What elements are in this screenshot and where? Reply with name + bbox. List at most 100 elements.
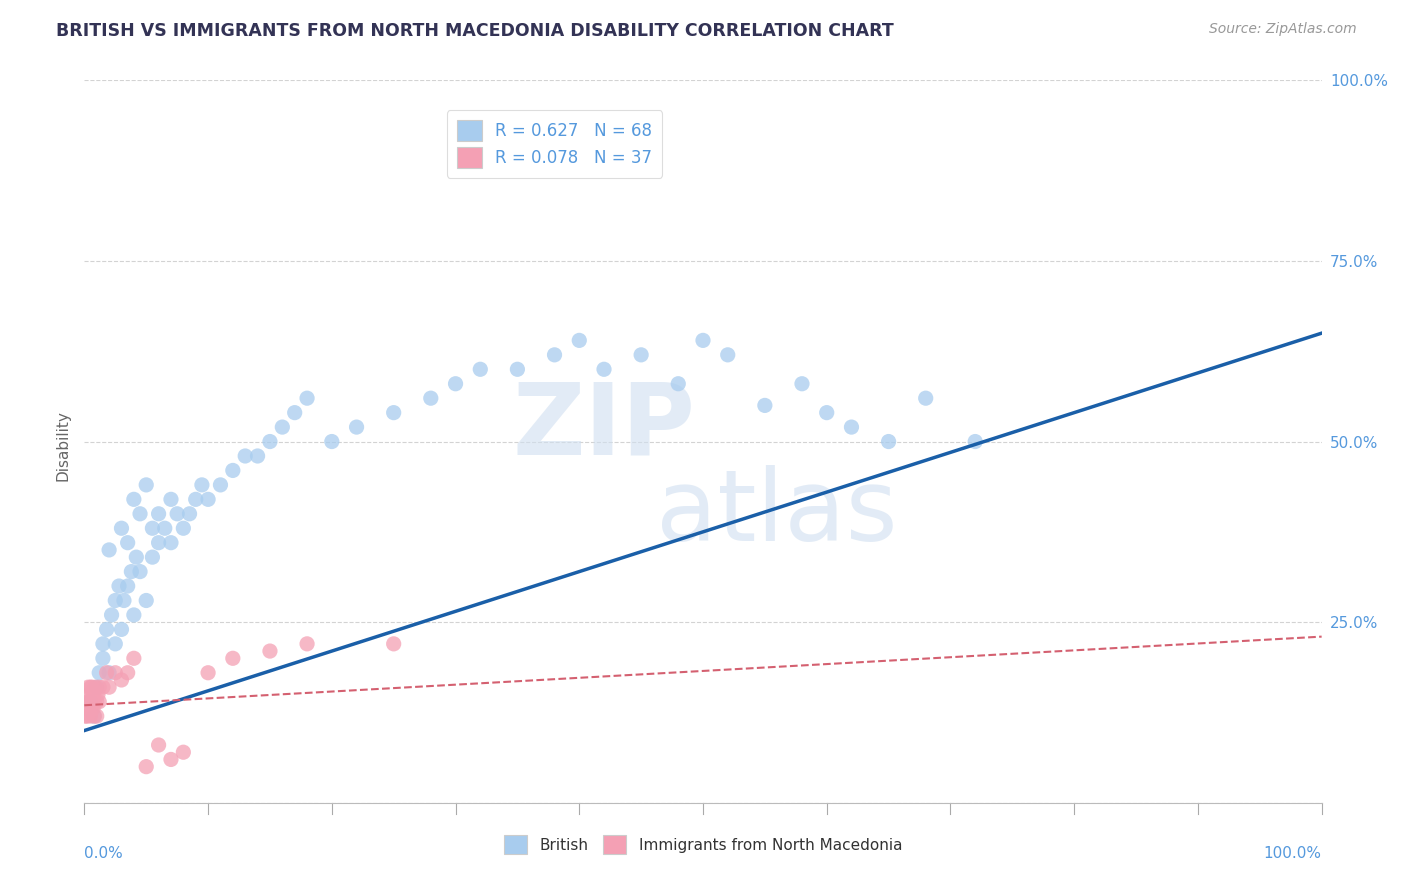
Point <box>83 695 105 709</box>
Point <box>91 680 114 694</box>
Point <box>76 695 98 709</box>
Text: ZIP: ZIP <box>513 378 696 475</box>
Point <box>295 637 318 651</box>
Point <box>148 738 170 752</box>
Point <box>179 507 201 521</box>
Point <box>82 702 104 716</box>
Point <box>84 680 107 694</box>
Point <box>135 478 157 492</box>
Text: 100.0%: 100.0% <box>1264 847 1322 861</box>
Point <box>259 644 281 658</box>
Point <box>222 463 245 477</box>
Point <box>76 709 98 723</box>
Point <box>96 623 118 637</box>
Point <box>444 376 467 391</box>
Text: Disability: Disability <box>56 410 70 482</box>
Point <box>965 434 987 449</box>
Point <box>141 521 163 535</box>
Point <box>91 637 114 651</box>
Point <box>79 687 101 701</box>
Point <box>815 406 838 420</box>
Point <box>160 752 183 766</box>
Point <box>100 607 122 622</box>
Point <box>77 702 100 716</box>
Point <box>122 607 145 622</box>
Point <box>197 492 219 507</box>
Point <box>79 709 101 723</box>
Point <box>82 687 104 701</box>
Point <box>96 665 118 680</box>
Point <box>87 687 110 701</box>
Point <box>86 680 108 694</box>
Point <box>110 521 132 535</box>
Point <box>117 579 139 593</box>
Point <box>222 651 245 665</box>
Point <box>104 637 127 651</box>
Point <box>79 695 101 709</box>
Point <box>197 665 219 680</box>
Point <box>112 593 135 607</box>
Point <box>122 651 145 665</box>
Point <box>754 398 776 412</box>
Point <box>120 565 142 579</box>
Point <box>259 434 281 449</box>
Point <box>83 709 105 723</box>
Point <box>914 391 936 405</box>
Point <box>86 695 108 709</box>
Point <box>295 391 318 405</box>
Point <box>98 542 121 557</box>
Point <box>98 680 121 694</box>
Point <box>86 709 108 723</box>
Point <box>141 550 163 565</box>
Point <box>104 665 127 680</box>
Point <box>246 449 269 463</box>
Point <box>717 348 740 362</box>
Point <box>382 406 405 420</box>
Point <box>129 565 152 579</box>
Point <box>108 579 131 593</box>
Point <box>630 348 652 362</box>
Point <box>172 745 194 759</box>
Point <box>593 362 616 376</box>
Point <box>80 680 103 694</box>
Point <box>117 665 139 680</box>
Point <box>233 449 256 463</box>
Point <box>122 492 145 507</box>
Point <box>160 492 183 507</box>
Text: BRITISH VS IMMIGRANTS FROM NORTH MACEDONIA DISABILITY CORRELATION CHART: BRITISH VS IMMIGRANTS FROM NORTH MACEDON… <box>56 22 894 40</box>
Point <box>321 434 343 449</box>
Point <box>89 680 111 694</box>
Point <box>877 434 900 449</box>
Point <box>79 680 101 694</box>
Point <box>125 550 148 565</box>
Point <box>75 709 97 723</box>
Point <box>209 478 232 492</box>
Point <box>135 760 157 774</box>
Point <box>98 665 121 680</box>
Point <box>104 593 127 607</box>
Point <box>172 521 194 535</box>
Point <box>166 507 188 521</box>
Point <box>91 651 114 665</box>
Text: Source: ZipAtlas.com: Source: ZipAtlas.com <box>1209 22 1357 37</box>
Point <box>346 420 368 434</box>
Point <box>841 420 863 434</box>
Point <box>506 362 529 376</box>
Point <box>543 348 565 362</box>
Point <box>110 673 132 687</box>
Point <box>79 695 101 709</box>
Point <box>191 478 214 492</box>
Point <box>382 637 405 651</box>
Point <box>110 623 132 637</box>
Point <box>470 362 492 376</box>
Point <box>129 507 152 521</box>
Point <box>568 334 591 348</box>
Text: atlas: atlas <box>657 466 898 562</box>
Point <box>148 535 170 549</box>
Point <box>83 709 105 723</box>
Point <box>271 420 294 434</box>
Point <box>160 535 183 549</box>
Point <box>419 391 441 405</box>
Legend: British, Immigrants from North Macedonia: British, Immigrants from North Macedonia <box>498 830 908 860</box>
Text: 0.0%: 0.0% <box>84 847 124 861</box>
